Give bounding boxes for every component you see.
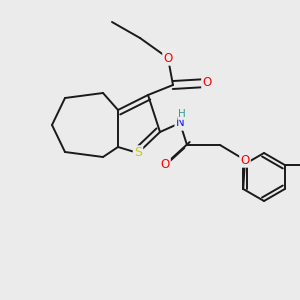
Text: N: N (176, 116, 184, 130)
Text: O: O (202, 76, 211, 89)
Text: H: H (178, 109, 186, 119)
Text: S: S (134, 146, 142, 160)
Text: O: O (164, 52, 172, 64)
Text: O: O (160, 158, 169, 172)
Text: O: O (240, 154, 250, 166)
